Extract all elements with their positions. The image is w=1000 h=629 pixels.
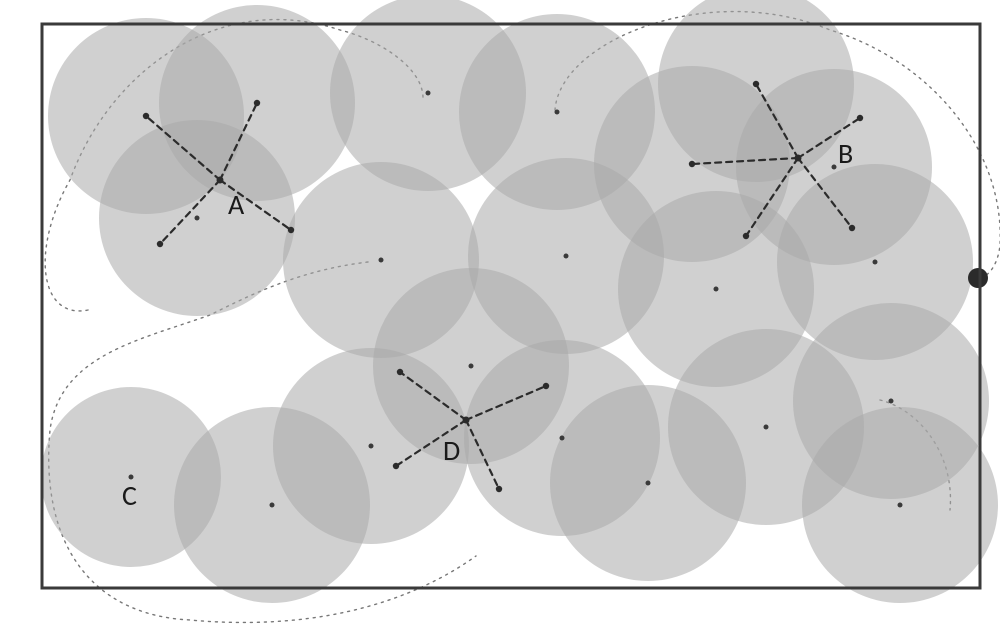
cluster-D-spoke-dot-2 bbox=[496, 486, 502, 492]
node-dot-8 bbox=[379, 258, 384, 263]
node-dot-20 bbox=[270, 503, 275, 508]
node-dot-2 bbox=[195, 216, 200, 221]
diagram-svg: A B D C bbox=[0, 0, 1000, 629]
node-dot-9 bbox=[564, 254, 569, 259]
cluster-A-spoke-dot-1 bbox=[254, 100, 260, 106]
node-dot-17 bbox=[889, 399, 894, 404]
diagram-stage: A B D C bbox=[0, 0, 1000, 629]
node-dot-14 bbox=[560, 436, 565, 441]
cluster-B-spoke-dot-0 bbox=[753, 81, 759, 87]
cluster-A-hub-dot bbox=[217, 177, 224, 184]
node-dot-15 bbox=[646, 481, 651, 486]
cluster-label-A: A bbox=[228, 187, 245, 222]
cluster-D-spoke-dot-3 bbox=[393, 463, 399, 469]
cluster-D-hub-dot bbox=[463, 417, 470, 424]
cluster-B-spoke-dot-3 bbox=[743, 233, 749, 239]
node-dot-10 bbox=[714, 287, 719, 292]
cluster-A-spoke-dot-3 bbox=[157, 241, 163, 247]
cluster-B-spoke-dot-4 bbox=[849, 225, 855, 231]
cluster-label-B: B bbox=[838, 136, 853, 171]
node-dot-12 bbox=[469, 364, 474, 369]
cluster-label-D: D bbox=[443, 433, 460, 468]
cluster-B-spoke-dot-1 bbox=[689, 161, 695, 167]
cluster-D-spoke-dot-1 bbox=[543, 383, 549, 389]
node-dot-18 bbox=[898, 503, 903, 508]
node-dot-13 bbox=[369, 444, 374, 449]
node-dot-16 bbox=[764, 425, 769, 430]
node-dot-7 bbox=[832, 165, 837, 170]
cluster-label-C: C bbox=[122, 478, 137, 513]
node-dot-3 bbox=[426, 91, 431, 96]
cluster-B-hub-dot bbox=[795, 155, 802, 162]
cluster-D-spoke-dot-0 bbox=[397, 369, 403, 375]
cluster-B-spoke-dot-2 bbox=[857, 115, 863, 121]
cluster-A-spoke-dot-0 bbox=[143, 113, 149, 119]
sink-dot bbox=[968, 268, 988, 288]
node-dot-11 bbox=[873, 260, 878, 265]
cluster-A-spoke-dot-2 bbox=[288, 227, 294, 233]
node-dot-4 bbox=[555, 110, 560, 115]
